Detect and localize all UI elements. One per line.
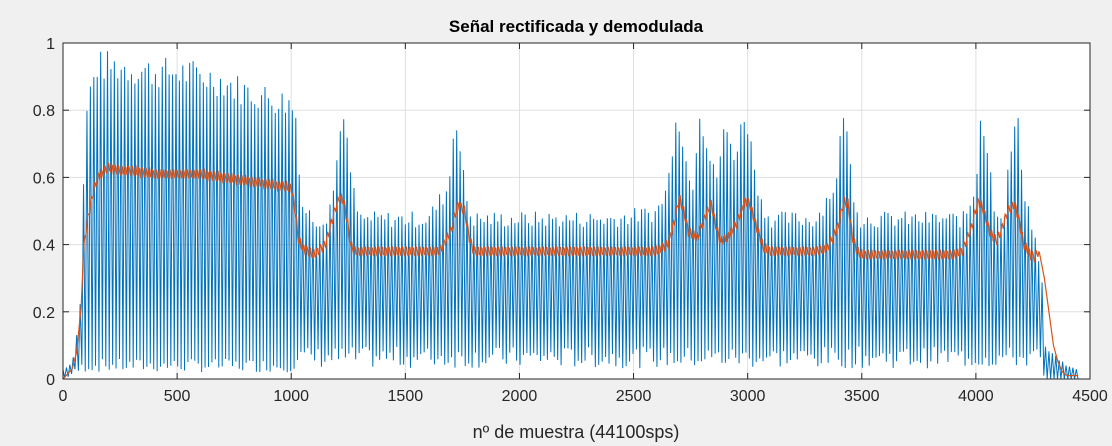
x-tick-label: 1000 [273,388,309,405]
axes-background [63,43,1090,379]
x-tick-label: 2500 [616,388,652,405]
y-tick-label: 0 [46,372,55,389]
y-tick-label: 1 [46,36,55,53]
x-tick-label: 500 [164,388,191,405]
y-tick-label: 0.8 [33,103,55,120]
y-tick-label: 0.4 [33,238,55,255]
demodulated-signal-line [63,162,1079,379]
rectified-signal-line [63,51,1079,379]
x-tick-label: 3500 [844,388,880,405]
chart-title: Señal rectificada y demodulada [449,17,704,36]
x-tick-label: 4000 [958,388,994,405]
y-tick-label: 0.6 [33,170,55,187]
x-axis-label: nº de muestra (44100sps) [473,422,680,442]
ticks: 0 500 1000 1500 2000 2500 3000 3500 4000 4500 0 0.2… [33,36,1108,405]
x-tick-label: 1500 [388,388,424,405]
axes-box [62,42,1091,380]
plot-area [63,51,1079,379]
x-tick-label: 0 [59,388,68,405]
y-tick-label: 0.2 [33,305,55,322]
x-tick-label: 3000 [730,388,766,405]
x-tick-label: 4500 [1072,388,1108,405]
x-tick-label: 2000 [502,388,538,405]
